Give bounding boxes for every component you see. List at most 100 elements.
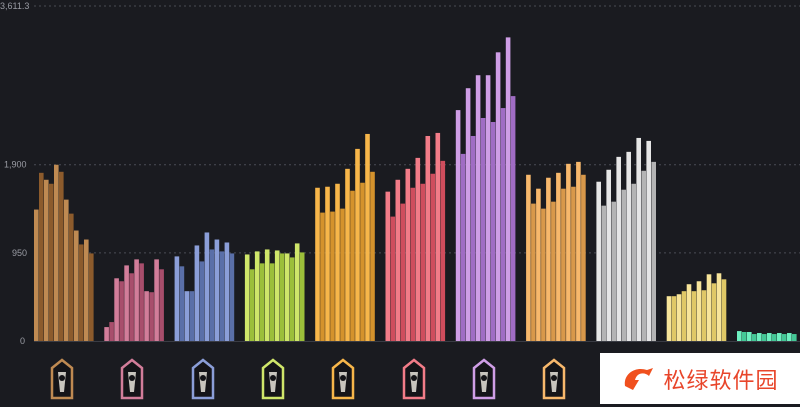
- bar: [54, 164, 59, 341]
- bar: [415, 157, 421, 341]
- bar: [49, 183, 54, 341]
- crown-flame-icon: [471, 358, 497, 402]
- bar: [691, 291, 697, 341]
- bar: [737, 331, 742, 341]
- bar: [772, 334, 777, 341]
- bar: [455, 110, 461, 341]
- bar: [69, 213, 74, 341]
- bar: [777, 333, 782, 341]
- bar-group-2: [104, 259, 164, 341]
- bar: [711, 283, 717, 341]
- bar: [701, 290, 707, 341]
- bar: [400, 203, 406, 341]
- bar: [425, 135, 431, 341]
- bar: [174, 256, 180, 341]
- bar: [139, 263, 144, 341]
- bar: [365, 133, 370, 341]
- bar: [294, 243, 300, 341]
- bar-group-6: [385, 132, 446, 341]
- bar: [757, 333, 762, 341]
- bar-group-7: [455, 37, 516, 342]
- bar: [626, 151, 631, 341]
- bar: [480, 117, 486, 341]
- bar: [601, 205, 606, 341]
- bar: [636, 137, 641, 341]
- bar: [546, 177, 551, 341]
- bar: [199, 261, 205, 341]
- bar: [782, 334, 787, 341]
- bar: [289, 257, 295, 341]
- bar: [330, 211, 335, 341]
- bar: [84, 239, 89, 341]
- bar: [460, 153, 466, 341]
- bar: [531, 203, 536, 341]
- bar: [666, 296, 672, 341]
- bar: [279, 253, 285, 341]
- gridlines: [34, 5, 800, 342]
- bar: [440, 160, 446, 341]
- bar: [259, 263, 265, 341]
- bar: [114, 278, 119, 341]
- bar-group-4: [244, 243, 305, 341]
- bar: [390, 216, 396, 341]
- bar: [79, 244, 84, 341]
- bar: [264, 249, 270, 341]
- bar-group-9: [596, 137, 656, 341]
- bar-group-5: [315, 133, 375, 341]
- watermark-text: 松绿软件园: [663, 367, 779, 393]
- bar: [144, 291, 149, 341]
- bar: [244, 254, 250, 341]
- bar: [510, 96, 516, 341]
- bar: [716, 273, 722, 341]
- bars: [34, 37, 797, 342]
- bar: [315, 187, 320, 341]
- bar: [385, 191, 391, 341]
- bar: [44, 179, 49, 341]
- bar-group-1: [34, 164, 94, 341]
- bar: [646, 140, 651, 341]
- bar: [752, 334, 757, 341]
- bar: [747, 332, 752, 341]
- bar: [124, 265, 129, 341]
- bar: [89, 253, 94, 341]
- bar: [154, 259, 159, 341]
- bar: [119, 281, 124, 341]
- bar: [410, 187, 416, 341]
- bar: [606, 169, 611, 341]
- bar: [762, 334, 767, 341]
- bar: [224, 242, 230, 341]
- bar: [299, 252, 305, 341]
- bar: [274, 250, 280, 341]
- bar: [792, 334, 797, 341]
- bar-group-10: [666, 273, 727, 341]
- bar: [64, 199, 69, 341]
- bar: [59, 171, 64, 341]
- eye-orb-icon: [190, 358, 216, 402]
- bar: [721, 279, 727, 341]
- bar: [551, 201, 556, 341]
- bar: [475, 75, 481, 342]
- bar: [194, 245, 200, 341]
- bar: [350, 190, 355, 341]
- bar: [249, 269, 255, 341]
- bar: [149, 292, 154, 341]
- bar: [470, 135, 476, 341]
- bar: [34, 209, 39, 341]
- bar: [179, 266, 185, 341]
- y-tick-label: 950: [12, 248, 27, 258]
- bar: [490, 121, 496, 341]
- bar: [621, 189, 626, 341]
- bar: [405, 168, 411, 341]
- bar: [526, 174, 531, 341]
- bar: [706, 274, 712, 341]
- bar: [576, 161, 581, 341]
- bar: [109, 322, 114, 341]
- y-axis-ticks: 0 950 1,900 3,611.3: [0, 1, 29, 346]
- bar: [209, 249, 215, 341]
- bar: [430, 173, 436, 341]
- bar-group-8: [526, 161, 586, 341]
- bar: [269, 263, 275, 341]
- bar: [566, 163, 571, 341]
- bar: [335, 183, 340, 341]
- bar: [39, 172, 44, 341]
